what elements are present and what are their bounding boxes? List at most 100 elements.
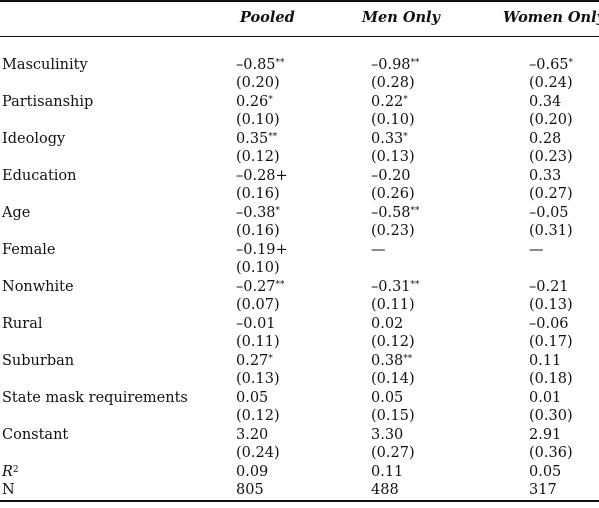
row-label: Constant: [2, 427, 69, 443]
cell-r2: 0.09: [236, 464, 269, 480]
cell-pooled: (0.12): [236, 408, 280, 424]
cell-women-only: —: [529, 242, 544, 258]
cell-pooled: (0.07): [236, 297, 280, 313]
significance-stars: **: [403, 354, 413, 364]
table-row-se: (0.10) (0.10) (0.20): [0, 111, 599, 129]
cell-men-only: 0.38**: [371, 353, 413, 369]
table-row-se: (0.16) (0.26) (0.27): [0, 185, 599, 203]
cell-men-only: (0.15): [371, 408, 415, 424]
header-pooled: Pooled: [240, 9, 295, 26]
cell-men-only: (0.23): [371, 223, 415, 239]
cell-men-only: –0.20: [371, 168, 411, 184]
cell-pooled: –0.01: [236, 316, 276, 332]
cell-pooled: –0.85**: [236, 57, 285, 73]
table-row-se: (0.20) (0.28) (0.24): [0, 74, 599, 92]
cell-n: 488: [371, 482, 399, 498]
significance-stars: *: [403, 132, 408, 142]
cell-men-only: (0.26): [371, 186, 415, 202]
table-row: Masculinity –0.85** –0.98** –0.65*: [0, 56, 599, 74]
table-row: Education –0.28+ –0.20 0.33: [0, 167, 599, 185]
row-label: Suburban: [2, 353, 75, 369]
cell-women-only: –0.05: [529, 205, 569, 221]
table-row-se: (0.10): [0, 259, 599, 277]
table-row: Age –0.38* –0.58** –0.05: [0, 204, 599, 222]
row-label: R2: [2, 463, 19, 481]
cell-pooled: (0.13): [236, 371, 280, 387]
table-row-se: (0.13) (0.14) (0.18): [0, 370, 599, 388]
cell-women-only: (0.23): [529, 149, 573, 165]
cell-men-only: (0.10): [371, 112, 415, 128]
cell-men-only: 3.30: [371, 427, 404, 443]
cell-men-only: (0.13): [371, 149, 415, 165]
row-label: Nonwhite: [2, 279, 74, 295]
cell-pooled: –0.27**: [236, 279, 285, 295]
table-row-se: (0.24) (0.27) (0.36): [0, 444, 599, 462]
significance-stars: **: [410, 280, 420, 290]
cell-women-only: 0.11: [529, 353, 562, 369]
cell-pooled: –0.38*: [236, 205, 281, 221]
cell-pooled: 0.27*: [236, 353, 273, 369]
table-row-r2: R2 0.09 0.11 0.05: [0, 463, 599, 481]
cell-men-only: (0.12): [371, 334, 415, 350]
header-women-only: Women Only: [503, 9, 599, 26]
cell-men-only: (0.28): [371, 75, 415, 91]
r2-symbol: R: [2, 464, 13, 480]
significance-stars: **: [268, 132, 278, 142]
cell-women-only: (0.27): [529, 186, 573, 202]
cell-pooled: (0.11): [236, 334, 280, 350]
table-row: Constant 3.20 3.30 2.91: [0, 426, 599, 444]
row-label: State mask requirements: [2, 390, 188, 406]
cell-pooled: (0.10): [236, 112, 280, 128]
cell-r2: 0.05: [529, 464, 562, 480]
table-row: Suburban 0.27* 0.38** 0.11: [0, 352, 599, 370]
cell-men-only: (0.27): [371, 445, 415, 461]
cell-women-only: (0.36): [529, 445, 573, 461]
significance-stars: *: [568, 58, 574, 68]
cell-men-only: 0.33*: [371, 131, 408, 147]
top-rule: [0, 0, 599, 2]
table-row: Rural –0.01 0.02 –0.06: [0, 315, 599, 333]
row-label: Partisanship: [2, 94, 94, 110]
table-row-n: N 805 488 317: [0, 481, 599, 499]
table-row-se: (0.12) (0.13) (0.23): [0, 148, 599, 166]
cell-women-only: –0.06: [529, 316, 569, 332]
r2-exponent: 2: [12, 465, 19, 475]
cell-women-only: 2.91: [529, 427, 562, 443]
significance-stars: **: [410, 206, 420, 216]
cell-men-only: —: [371, 242, 386, 258]
cell-r2: 0.11: [371, 464, 404, 480]
cell-women-only: (0.31): [529, 223, 573, 239]
cell-women-only: 0.33: [529, 168, 562, 184]
significance-stars: **: [275, 58, 285, 68]
row-label: N: [2, 482, 15, 498]
significance-stars: **: [410, 58, 420, 68]
cell-men-only: 0.02: [371, 316, 404, 332]
row-label: Ideology: [2, 131, 66, 147]
cell-men-only: –0.58**: [371, 205, 420, 221]
cell-pooled: (0.24): [236, 445, 280, 461]
cell-pooled: (0.16): [236, 186, 280, 202]
cell-pooled: 0.05: [236, 390, 269, 406]
cell-n: 805: [236, 482, 264, 498]
cell-men-only: 0.05: [371, 390, 404, 406]
cell-pooled: 0.26*: [236, 94, 273, 110]
cell-n: 317: [529, 482, 557, 498]
table-row: Partisanship 0.26* 0.22* 0.34: [0, 93, 599, 111]
cell-men-only: (0.11): [371, 297, 415, 313]
row-label: Rural: [2, 316, 43, 332]
cell-pooled: (0.10): [236, 260, 280, 276]
cell-men-only: (0.14): [371, 371, 415, 387]
header-rule: [0, 36, 599, 37]
table-row-se: (0.12) (0.15) (0.30): [0, 407, 599, 425]
row-label: Female: [2, 242, 56, 258]
significance-stars: *: [268, 95, 273, 105]
cell-women-only: 0.34: [529, 94, 562, 110]
significance-stars: *: [275, 206, 281, 216]
cell-men-only: –0.31**: [371, 279, 420, 295]
cell-women-only: (0.24): [529, 75, 573, 91]
table-row-se: (0.07) (0.11) (0.13): [0, 296, 599, 314]
significance-stars: *: [403, 95, 408, 105]
cell-pooled: 3.20: [236, 427, 269, 443]
cell-pooled: –0.28+: [236, 168, 288, 184]
cell-pooled: 0.35**: [236, 131, 278, 147]
